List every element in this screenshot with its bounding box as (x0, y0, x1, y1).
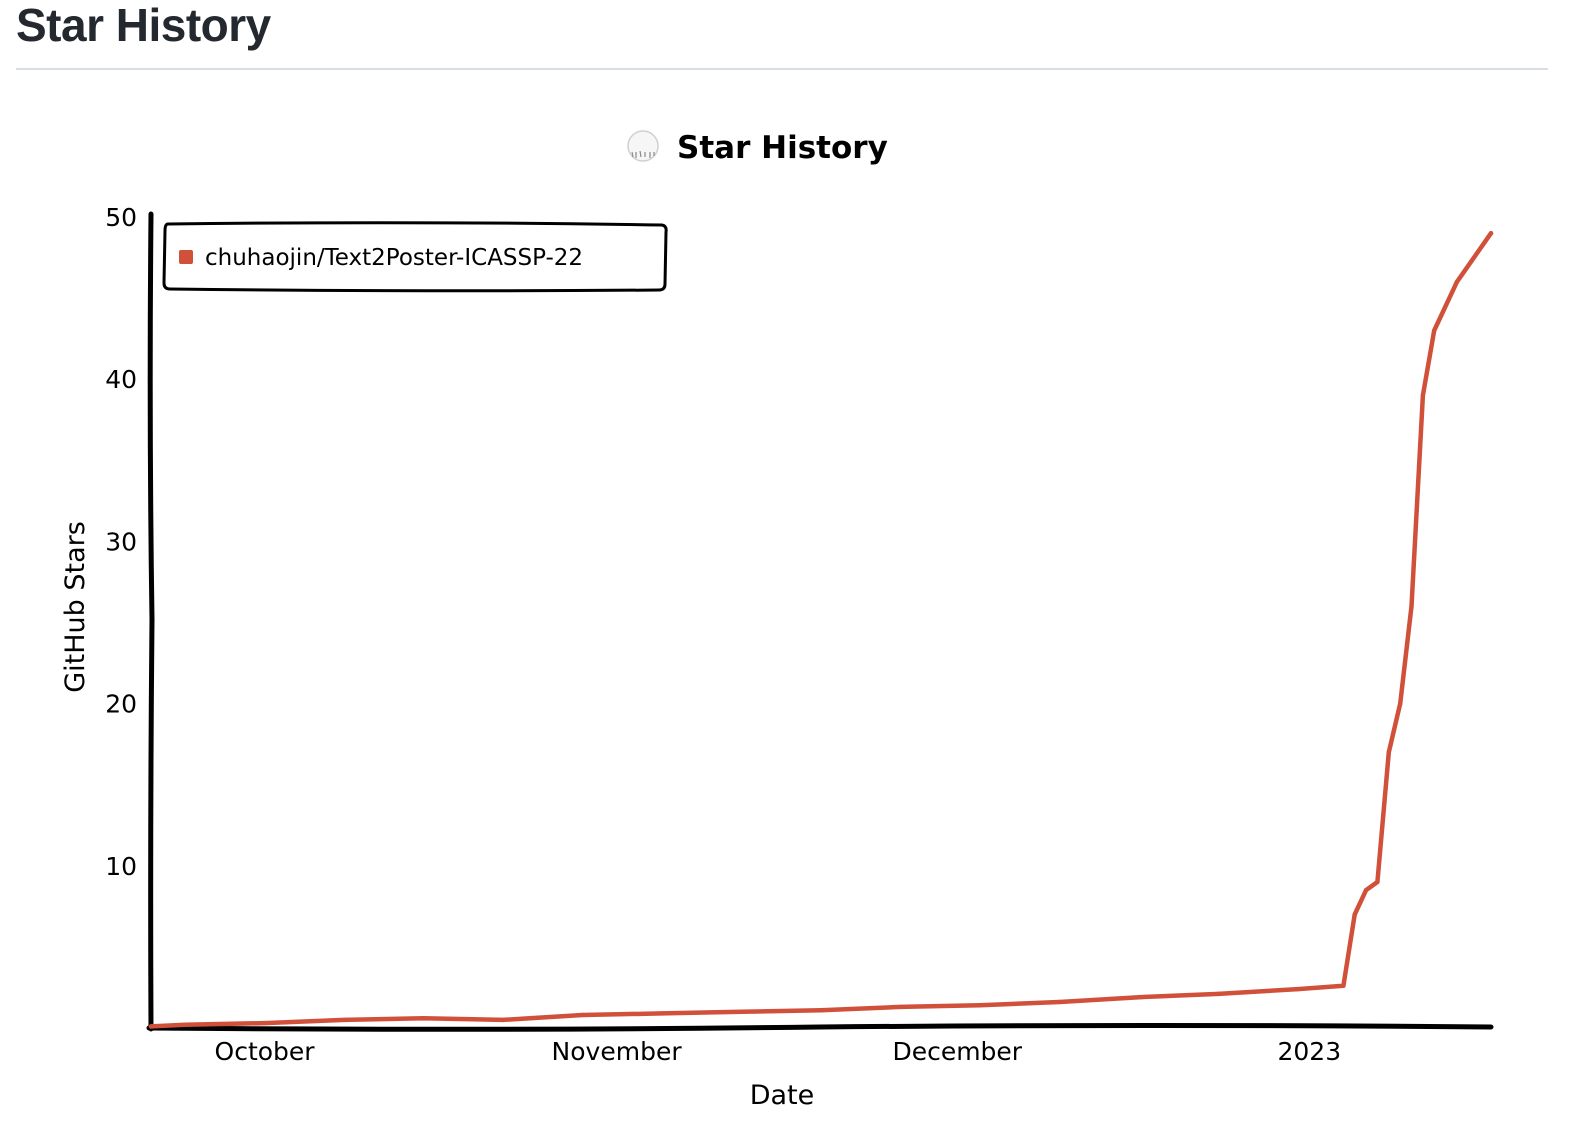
series-point (1295, 986, 1301, 992)
series-point (341, 1017, 347, 1023)
legend-swatch (179, 250, 193, 264)
series-point (1454, 279, 1460, 285)
series-point (1432, 328, 1437, 333)
y-tick-label: 50 (105, 203, 137, 232)
series-point (977, 1003, 983, 1008)
x-axis-line (146, 1023, 1494, 1032)
legend-label: chuhaojin/Text2Poster-ICASSP-22 (205, 245, 583, 271)
series-point (818, 1008, 824, 1013)
series-point (262, 1020, 267, 1026)
page-title: Star History (16, 0, 271, 51)
x-tick-labels: October November December 2023 (215, 1037, 1342, 1066)
y-tick-labels: 10 20 30 40 50 (105, 203, 137, 881)
y-axis-line (147, 211, 155, 1032)
legend: chuhaojin/Text2Poster-ICASSP-22 (162, 221, 668, 293)
series-lines (148, 230, 1494, 1029)
series-point (1352, 912, 1357, 917)
y-tick-label: 30 (105, 527, 137, 556)
series-point (1488, 231, 1494, 236)
series-point (1398, 701, 1403, 706)
x-tick-label: December (892, 1037, 1022, 1066)
y-tick-label: 40 (105, 365, 137, 394)
series-point (898, 1004, 903, 1010)
series-point (500, 1017, 506, 1023)
series-point (1057, 999, 1062, 1005)
series-point (1216, 991, 1221, 997)
x-tick-label: 2023 (1277, 1037, 1341, 1066)
heading-divider (16, 68, 1548, 70)
x-tick-label: November (552, 1037, 683, 1066)
y-tick-label: 10 (105, 852, 137, 881)
series-point (580, 1012, 585, 1018)
repo-avatar-marks (631, 150, 655, 158)
x-tick-label: October (215, 1037, 316, 1066)
series-point (1409, 604, 1414, 609)
series-point (1386, 750, 1392, 755)
series-point (1341, 983, 1346, 988)
series-point (1363, 887, 1369, 893)
series-point (739, 1009, 744, 1014)
series-point (148, 1024, 154, 1029)
series-point (182, 1022, 188, 1027)
y-tick-label: 20 (105, 690, 137, 719)
legend-box (162, 221, 668, 293)
series-point (1375, 879, 1380, 885)
chart-title: Star History (677, 130, 888, 166)
series-point (1136, 995, 1142, 1000)
series-point (1420, 393, 1426, 398)
x-axis-label: Date (750, 1080, 815, 1111)
series-point (659, 1011, 665, 1016)
series-line (148, 230, 1494, 1029)
series-point (421, 1016, 426, 1021)
chart-title-group: Star History (627, 130, 888, 166)
y-axis-label: GitHub Stars (60, 521, 91, 693)
